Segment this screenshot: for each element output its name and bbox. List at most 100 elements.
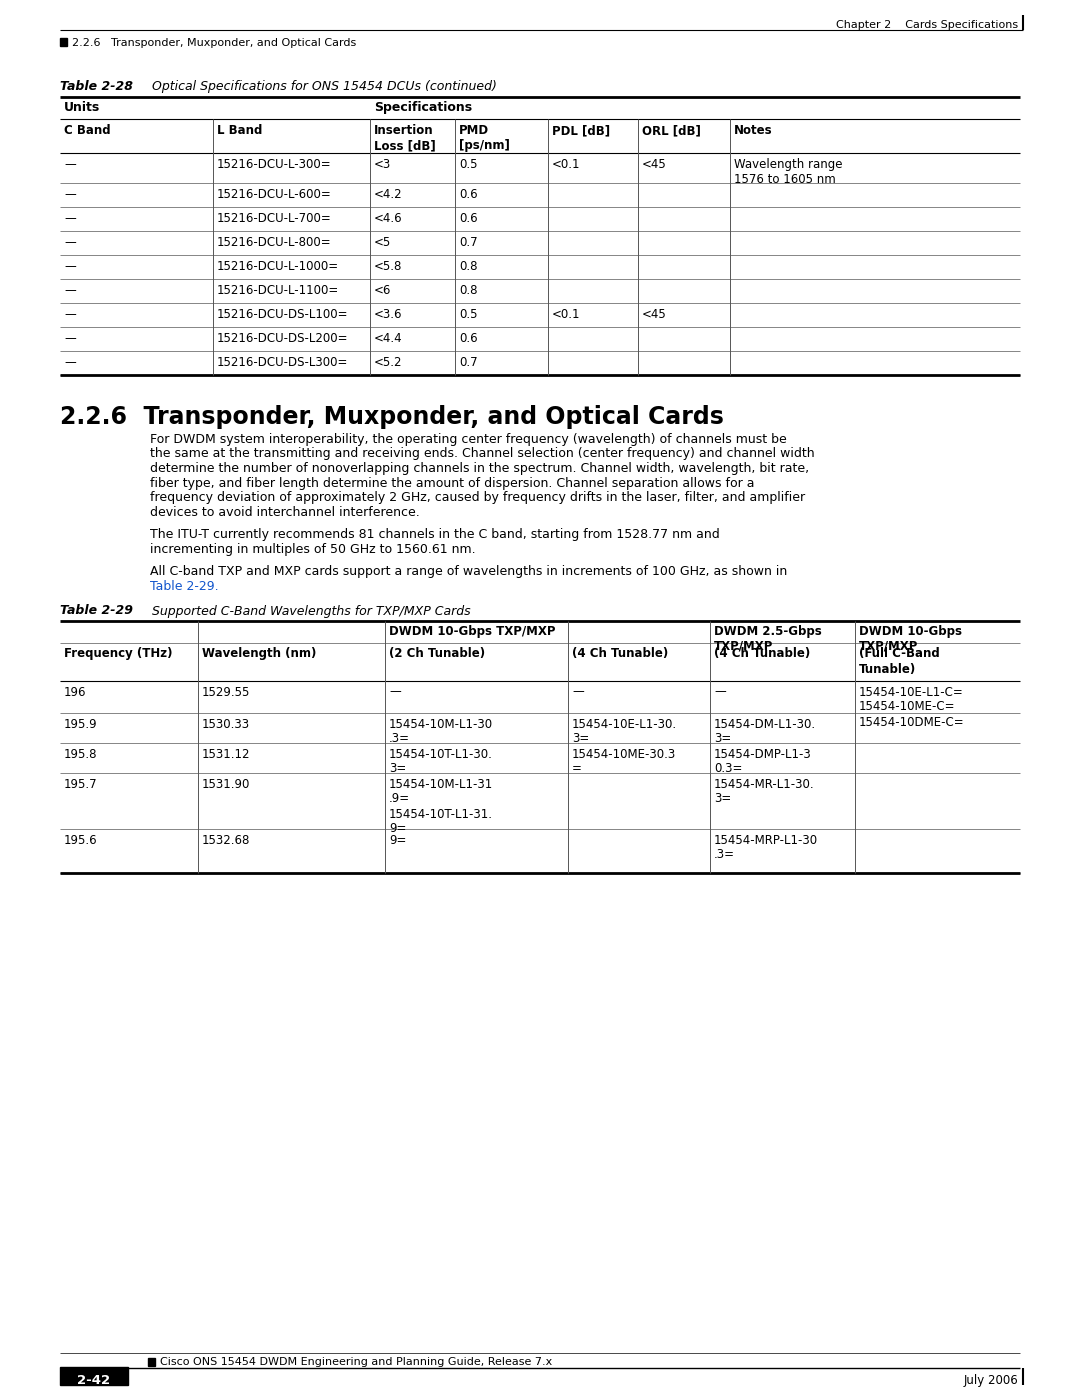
Text: 0.6: 0.6	[459, 189, 477, 201]
Text: (4 Ch Tunable): (4 Ch Tunable)	[572, 647, 669, 661]
Text: DWDM 10-Gbps
TXP/MXP: DWDM 10-Gbps TXP/MXP	[859, 624, 962, 652]
Text: 15454-DMP-L1-3
0.3=: 15454-DMP-L1-3 0.3=	[714, 747, 812, 775]
Text: 15216-DCU-L-700=: 15216-DCU-L-700=	[217, 212, 332, 225]
Text: —: —	[64, 236, 76, 249]
Text: 195.6: 195.6	[64, 834, 97, 847]
Text: 0.7: 0.7	[459, 356, 477, 369]
Text: 15216-DCU-L-1000=: 15216-DCU-L-1000=	[217, 260, 339, 272]
Text: 15216-DCU-L-600=: 15216-DCU-L-600=	[217, 189, 332, 201]
Text: Wavelength range
1576 to 1605 nm: Wavelength range 1576 to 1605 nm	[734, 158, 842, 186]
Text: —: —	[64, 260, 76, 272]
Text: PDL [dB]: PDL [dB]	[552, 124, 610, 137]
Text: —: —	[389, 686, 401, 698]
Text: 15216-DCU-L-800=: 15216-DCU-L-800=	[217, 236, 332, 249]
Text: 195.9: 195.9	[64, 718, 97, 731]
Text: <0.1: <0.1	[552, 307, 581, 321]
Text: the same at the transmitting and receiving ends. Channel selection (center frequ: the same at the transmitting and receivi…	[150, 447, 814, 461]
Text: —: —	[64, 189, 76, 201]
Text: fiber type, and fiber length determine the amount of dispersion. Channel separat: fiber type, and fiber length determine t…	[150, 476, 755, 489]
Text: Table 2-29.: Table 2-29.	[150, 580, 218, 592]
Text: (2 Ch Tunable): (2 Ch Tunable)	[389, 647, 485, 661]
Text: <45: <45	[642, 307, 666, 321]
Text: DWDM 10-Gbps TXP/MXP: DWDM 10-Gbps TXP/MXP	[389, 624, 555, 637]
Text: —: —	[572, 686, 584, 698]
Text: 2-42: 2-42	[78, 1375, 110, 1387]
Text: 0.8: 0.8	[459, 260, 477, 272]
Text: <4.6: <4.6	[374, 212, 403, 225]
Text: Insertion
Loss [dB]: Insertion Loss [dB]	[374, 124, 435, 152]
Bar	[60, 38, 67, 46]
Text: —: —	[64, 307, 76, 321]
Text: 196: 196	[64, 686, 86, 698]
Text: —: —	[714, 686, 726, 698]
Text: Optical Specifications for ONS 15454 DCUs (continued): Optical Specifications for ONS 15454 DCU…	[152, 80, 497, 94]
Text: L Band: L Band	[217, 124, 262, 137]
Text: 195.7: 195.7	[64, 778, 97, 791]
Text: 1531.12: 1531.12	[202, 747, 251, 760]
Text: Table 2-28: Table 2-28	[60, 80, 133, 94]
Text: PMD
[ps/nm]: PMD [ps/nm]	[459, 124, 510, 152]
Text: <4.2: <4.2	[374, 189, 403, 201]
Text: 15454-10ME-30.3
=: 15454-10ME-30.3 =	[572, 747, 676, 775]
Text: Table 2-29: Table 2-29	[60, 605, 133, 617]
Text: 1532.68: 1532.68	[202, 834, 251, 847]
Text: determine the number of nonoverlapping channels in the spectrum. Channel width, : determine the number of nonoverlapping c…	[150, 462, 809, 475]
Text: 15454-10M-L1-30
.3=: 15454-10M-L1-30 .3=	[389, 718, 494, 746]
Text: Supported C-Band Wavelengths for TXP/MXP Cards: Supported C-Band Wavelengths for TXP/MXP…	[152, 605, 471, 617]
Text: devices to avoid interchannel interference.: devices to avoid interchannel interferen…	[150, 506, 420, 518]
Text: <3.6: <3.6	[374, 307, 403, 321]
Text: 0.6: 0.6	[459, 332, 477, 345]
Text: 9=: 9=	[389, 834, 406, 847]
Text: —: —	[64, 284, 76, 298]
Text: All C-band TXP and MXP cards support a range of wavelengths in increments of 100: All C-band TXP and MXP cards support a r…	[150, 564, 787, 578]
Text: Chapter 2    Cards Specifications: Chapter 2 Cards Specifications	[836, 20, 1018, 29]
Text: DWDM 2.5-Gbps
TXP/MXP: DWDM 2.5-Gbps TXP/MXP	[714, 624, 822, 652]
Text: For DWDM system interoperability, the operating center frequency (wavelength) of: For DWDM system interoperability, the op…	[150, 433, 786, 446]
Text: —: —	[64, 158, 76, 170]
Text: July 2006: July 2006	[963, 1375, 1018, 1387]
Text: 0.5: 0.5	[459, 158, 477, 170]
Text: Wavelength (nm): Wavelength (nm)	[202, 647, 316, 661]
Text: 15454-10E-L1-30.
3=: 15454-10E-L1-30. 3=	[572, 718, 677, 746]
Text: <4.4: <4.4	[374, 332, 403, 345]
Text: frequency deviation of approximately 2 GHz, caused by frequency drifts in the la: frequency deviation of approximately 2 G…	[150, 490, 805, 504]
Text: 15216-DCU-L-300=: 15216-DCU-L-300=	[217, 158, 332, 170]
Text: ORL [dB]: ORL [dB]	[642, 124, 701, 137]
Text: (Full C-Band
Tunable): (Full C-Band Tunable)	[859, 647, 940, 676]
Text: 15454-10M-L1-31
.9=
15454-10T-L1-31.
9=: 15454-10M-L1-31 .9= 15454-10T-L1-31. 9=	[389, 778, 494, 835]
Text: <5.2: <5.2	[374, 356, 403, 369]
Text: Specifications: Specifications	[374, 101, 472, 115]
Text: Cisco ONS 15454 DWDM Engineering and Planning Guide, Release 7.x: Cisco ONS 15454 DWDM Engineering and Pla…	[160, 1356, 552, 1368]
Bar	[60, 1368, 129, 1384]
Text: 15454-10E-L1-C=
15454-10ME-C=
15454-10DME-C=: 15454-10E-L1-C= 15454-10ME-C= 15454-10DM…	[859, 686, 964, 728]
Text: 15216-DCU-DS-L300=: 15216-DCU-DS-L300=	[217, 356, 349, 369]
Text: C Band: C Band	[64, 124, 110, 137]
Text: 0.6: 0.6	[459, 212, 477, 225]
Text: 15216-DCU-DS-L100=: 15216-DCU-DS-L100=	[217, 307, 349, 321]
Text: 15454-MR-L1-30.
3=: 15454-MR-L1-30. 3=	[714, 778, 814, 806]
Text: (4 Ch Tunable): (4 Ch Tunable)	[714, 647, 810, 661]
Text: 15454-DM-L1-30.
3=: 15454-DM-L1-30. 3=	[714, 718, 816, 746]
Text: Notes: Notes	[734, 124, 772, 137]
Text: 195.8: 195.8	[64, 747, 97, 760]
Text: 1530.33: 1530.33	[202, 718, 251, 731]
Text: 0.5: 0.5	[459, 307, 477, 321]
Text: 0.8: 0.8	[459, 284, 477, 298]
Text: <5.8: <5.8	[374, 260, 403, 272]
Text: 1531.90: 1531.90	[202, 778, 251, 791]
Text: 1529.55: 1529.55	[202, 686, 251, 698]
Text: <0.1: <0.1	[552, 158, 581, 170]
Text: 2.2.6   Transponder, Muxponder, and Optical Cards: 2.2.6 Transponder, Muxponder, and Optica…	[72, 38, 356, 47]
Text: Frequency (THz): Frequency (THz)	[64, 647, 173, 661]
Bar	[148, 1358, 156, 1366]
Text: 0.7: 0.7	[459, 236, 477, 249]
Text: <3: <3	[374, 158, 391, 170]
Text: <6: <6	[374, 284, 391, 298]
Text: 15216-DCU-L-1100=: 15216-DCU-L-1100=	[217, 284, 339, 298]
Text: incrementing in multiples of 50 GHz to 1560.61 nm.: incrementing in multiples of 50 GHz to 1…	[150, 542, 475, 556]
Text: 2.2.6  Transponder, Muxponder, and Optical Cards: 2.2.6 Transponder, Muxponder, and Optica…	[60, 405, 724, 429]
Text: Units: Units	[64, 101, 100, 115]
Text: 15454-10T-L1-30.
3=: 15454-10T-L1-30. 3=	[389, 747, 492, 775]
Text: <45: <45	[642, 158, 666, 170]
Text: 15454-MRP-L1-30
.3=: 15454-MRP-L1-30 .3=	[714, 834, 819, 862]
